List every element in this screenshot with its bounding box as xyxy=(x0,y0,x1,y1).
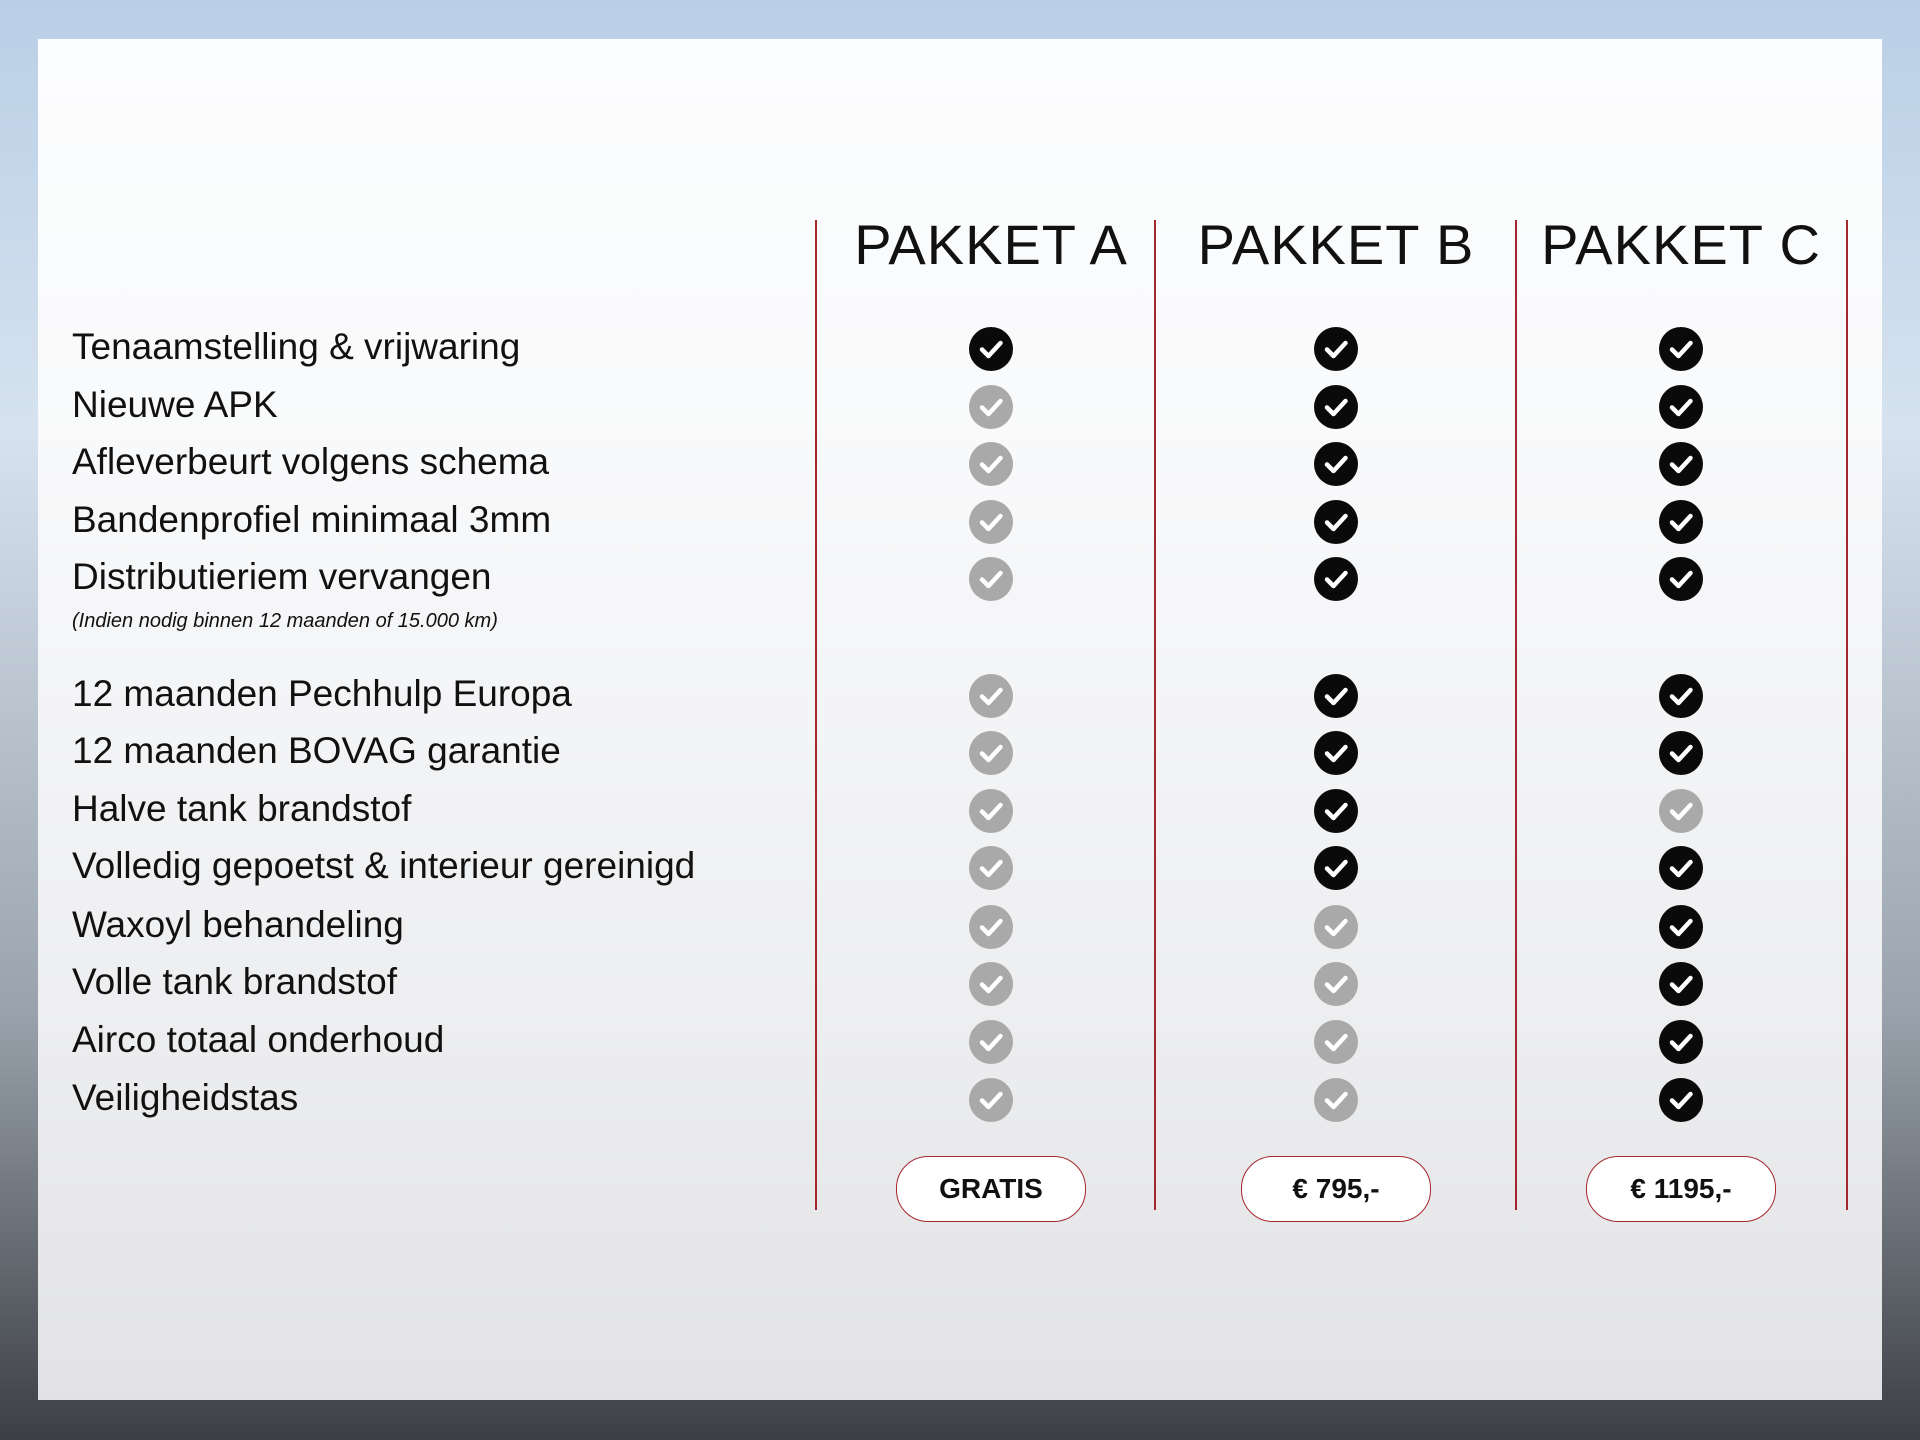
feature-label: Distributieriem vervangen xyxy=(72,556,492,597)
package-b-header: PAKKET B xyxy=(1197,213,1475,276)
check-included-icon xyxy=(1314,327,1358,371)
check-excluded-icon xyxy=(969,789,1013,833)
column-divider xyxy=(1515,220,1517,1210)
check-excluded-icon xyxy=(969,846,1013,890)
check-included-icon xyxy=(1659,731,1703,775)
package-c-price-button[interactable]: € 1195,- xyxy=(1586,1156,1776,1222)
check-included-icon xyxy=(1314,385,1358,429)
check-included-icon xyxy=(1659,962,1703,1006)
check-excluded-icon xyxy=(969,731,1013,775)
column-divider xyxy=(815,220,817,1210)
check-excluded-icon xyxy=(969,557,1013,601)
check-included-icon xyxy=(1314,846,1358,890)
check-included-icon xyxy=(1659,500,1703,544)
feature-label: Waxoyl behandeling xyxy=(72,904,404,945)
check-excluded-icon xyxy=(969,962,1013,1006)
feature-note: (Indien nodig binnen 12 maanden of 15.00… xyxy=(72,610,498,632)
check-included-icon xyxy=(1659,905,1703,949)
check-excluded-icon xyxy=(969,905,1013,949)
check-included-icon xyxy=(1314,789,1358,833)
check-included-icon xyxy=(1659,557,1703,601)
check-excluded-icon xyxy=(969,1020,1013,1064)
feature-label: 12 maanden BOVAG garantie xyxy=(72,730,561,771)
check-excluded-icon xyxy=(1659,789,1703,833)
check-excluded-icon xyxy=(1314,1078,1358,1122)
feature-label: Volle tank brandstof xyxy=(72,961,397,1002)
check-excluded-icon xyxy=(969,385,1013,429)
feature-label: Bandenprofiel minimaal 3mm xyxy=(72,499,552,540)
feature-label: Volledig gepoetst & interieur gereinigd xyxy=(72,845,696,886)
check-included-icon xyxy=(1659,442,1703,486)
check-included-icon xyxy=(1314,731,1358,775)
package-a-price-button[interactable]: GRATIS xyxy=(896,1156,1086,1222)
check-excluded-icon xyxy=(969,674,1013,718)
feature-label: Afleverbeurt volgens schema xyxy=(72,441,550,482)
check-excluded-icon xyxy=(969,1078,1013,1122)
feature-label: Halve tank brandstof xyxy=(72,788,412,829)
check-excluded-icon xyxy=(969,500,1013,544)
check-excluded-icon xyxy=(1314,962,1358,1006)
check-included-icon xyxy=(1659,1020,1703,1064)
check-included-icon xyxy=(1659,385,1703,429)
package-a-header: PAKKET A xyxy=(854,213,1128,276)
feature-label: Tenaamstelling & vrijwaring xyxy=(72,326,521,367)
check-excluded-icon xyxy=(969,442,1013,486)
check-excluded-icon xyxy=(1314,905,1358,949)
check-excluded-icon xyxy=(1314,1020,1358,1064)
package-c-header: PAKKET C xyxy=(1541,213,1821,276)
column-divider xyxy=(1154,220,1156,1210)
feature-label: Veiligheidstas xyxy=(72,1077,299,1118)
feature-label: Airco totaal onderhoud xyxy=(72,1019,445,1060)
check-included-icon xyxy=(1659,327,1703,371)
check-included-icon xyxy=(1659,846,1703,890)
feature-label: 12 maanden Pechhulp Europa xyxy=(72,673,572,714)
check-included-icon xyxy=(969,327,1013,371)
check-included-icon xyxy=(1659,1078,1703,1122)
check-included-icon xyxy=(1314,442,1358,486)
check-included-icon xyxy=(1314,500,1358,544)
check-included-icon xyxy=(1659,674,1703,718)
check-included-icon xyxy=(1314,557,1358,601)
column-divider xyxy=(1846,220,1848,1210)
feature-label: Nieuwe APK xyxy=(72,384,278,425)
package-b-price-button[interactable]: € 795,- xyxy=(1241,1156,1431,1222)
check-included-icon xyxy=(1314,674,1358,718)
